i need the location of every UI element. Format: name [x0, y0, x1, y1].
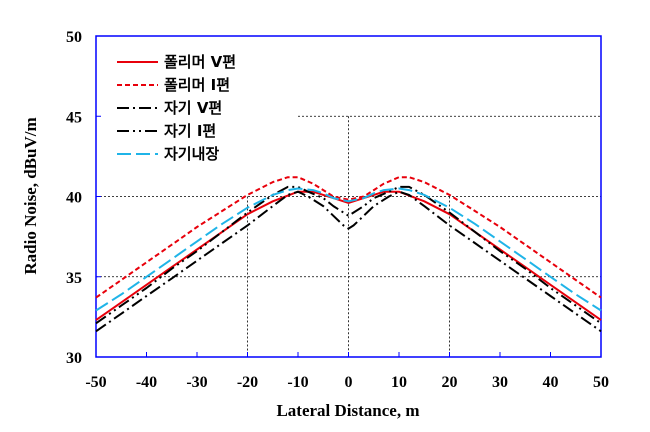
series-line-4: [95, 185, 602, 325]
x-tick-label: 30: [492, 374, 508, 391]
x-tick-label: -30: [186, 374, 207, 391]
series-line-3: [95, 190, 602, 333]
y-tick-label: 40: [66, 190, 82, 207]
x-tick-label: 0: [345, 374, 353, 391]
y-axis-label: Radio Noise, dBuV/m: [21, 117, 40, 274]
y-tick-label: 35: [66, 270, 82, 287]
x-axis-ticks: -50 -40 -30 -20 -10 0 10 20 30 40 50: [85, 352, 609, 391]
x-tick-label: 40: [543, 374, 559, 391]
legend-label-5: 자기내장: [164, 145, 219, 163]
x-axis-label: Lateral Distance, m: [276, 401, 419, 420]
legend-label-4: 자기 I편: [164, 122, 216, 140]
series-line-5: [95, 187, 602, 312]
y-tick-label: 50: [66, 29, 82, 46]
x-tick-label: -10: [287, 374, 308, 391]
x-tick-label: 20: [442, 374, 458, 391]
x-tick-label: 10: [391, 374, 407, 391]
legend-label-1: 폴리머 V편: [164, 53, 236, 71]
x-tick-label: 50: [593, 374, 609, 391]
x-tick-label: -40: [136, 374, 157, 391]
y-tick-label: 30: [66, 350, 82, 367]
x-tick-label: -20: [237, 374, 258, 391]
grid-lines: [96, 115, 601, 357]
series-lines: [95, 176, 602, 333]
x-tick-label: -50: [85, 374, 106, 391]
legend-label-3: 자기 V편: [164, 99, 222, 117]
legend-label-2: 폴리머 I편: [164, 76, 230, 94]
y-tick-label: 45: [66, 109, 82, 126]
y-axis-ticks: 30 35 40 45 50: [66, 29, 101, 367]
